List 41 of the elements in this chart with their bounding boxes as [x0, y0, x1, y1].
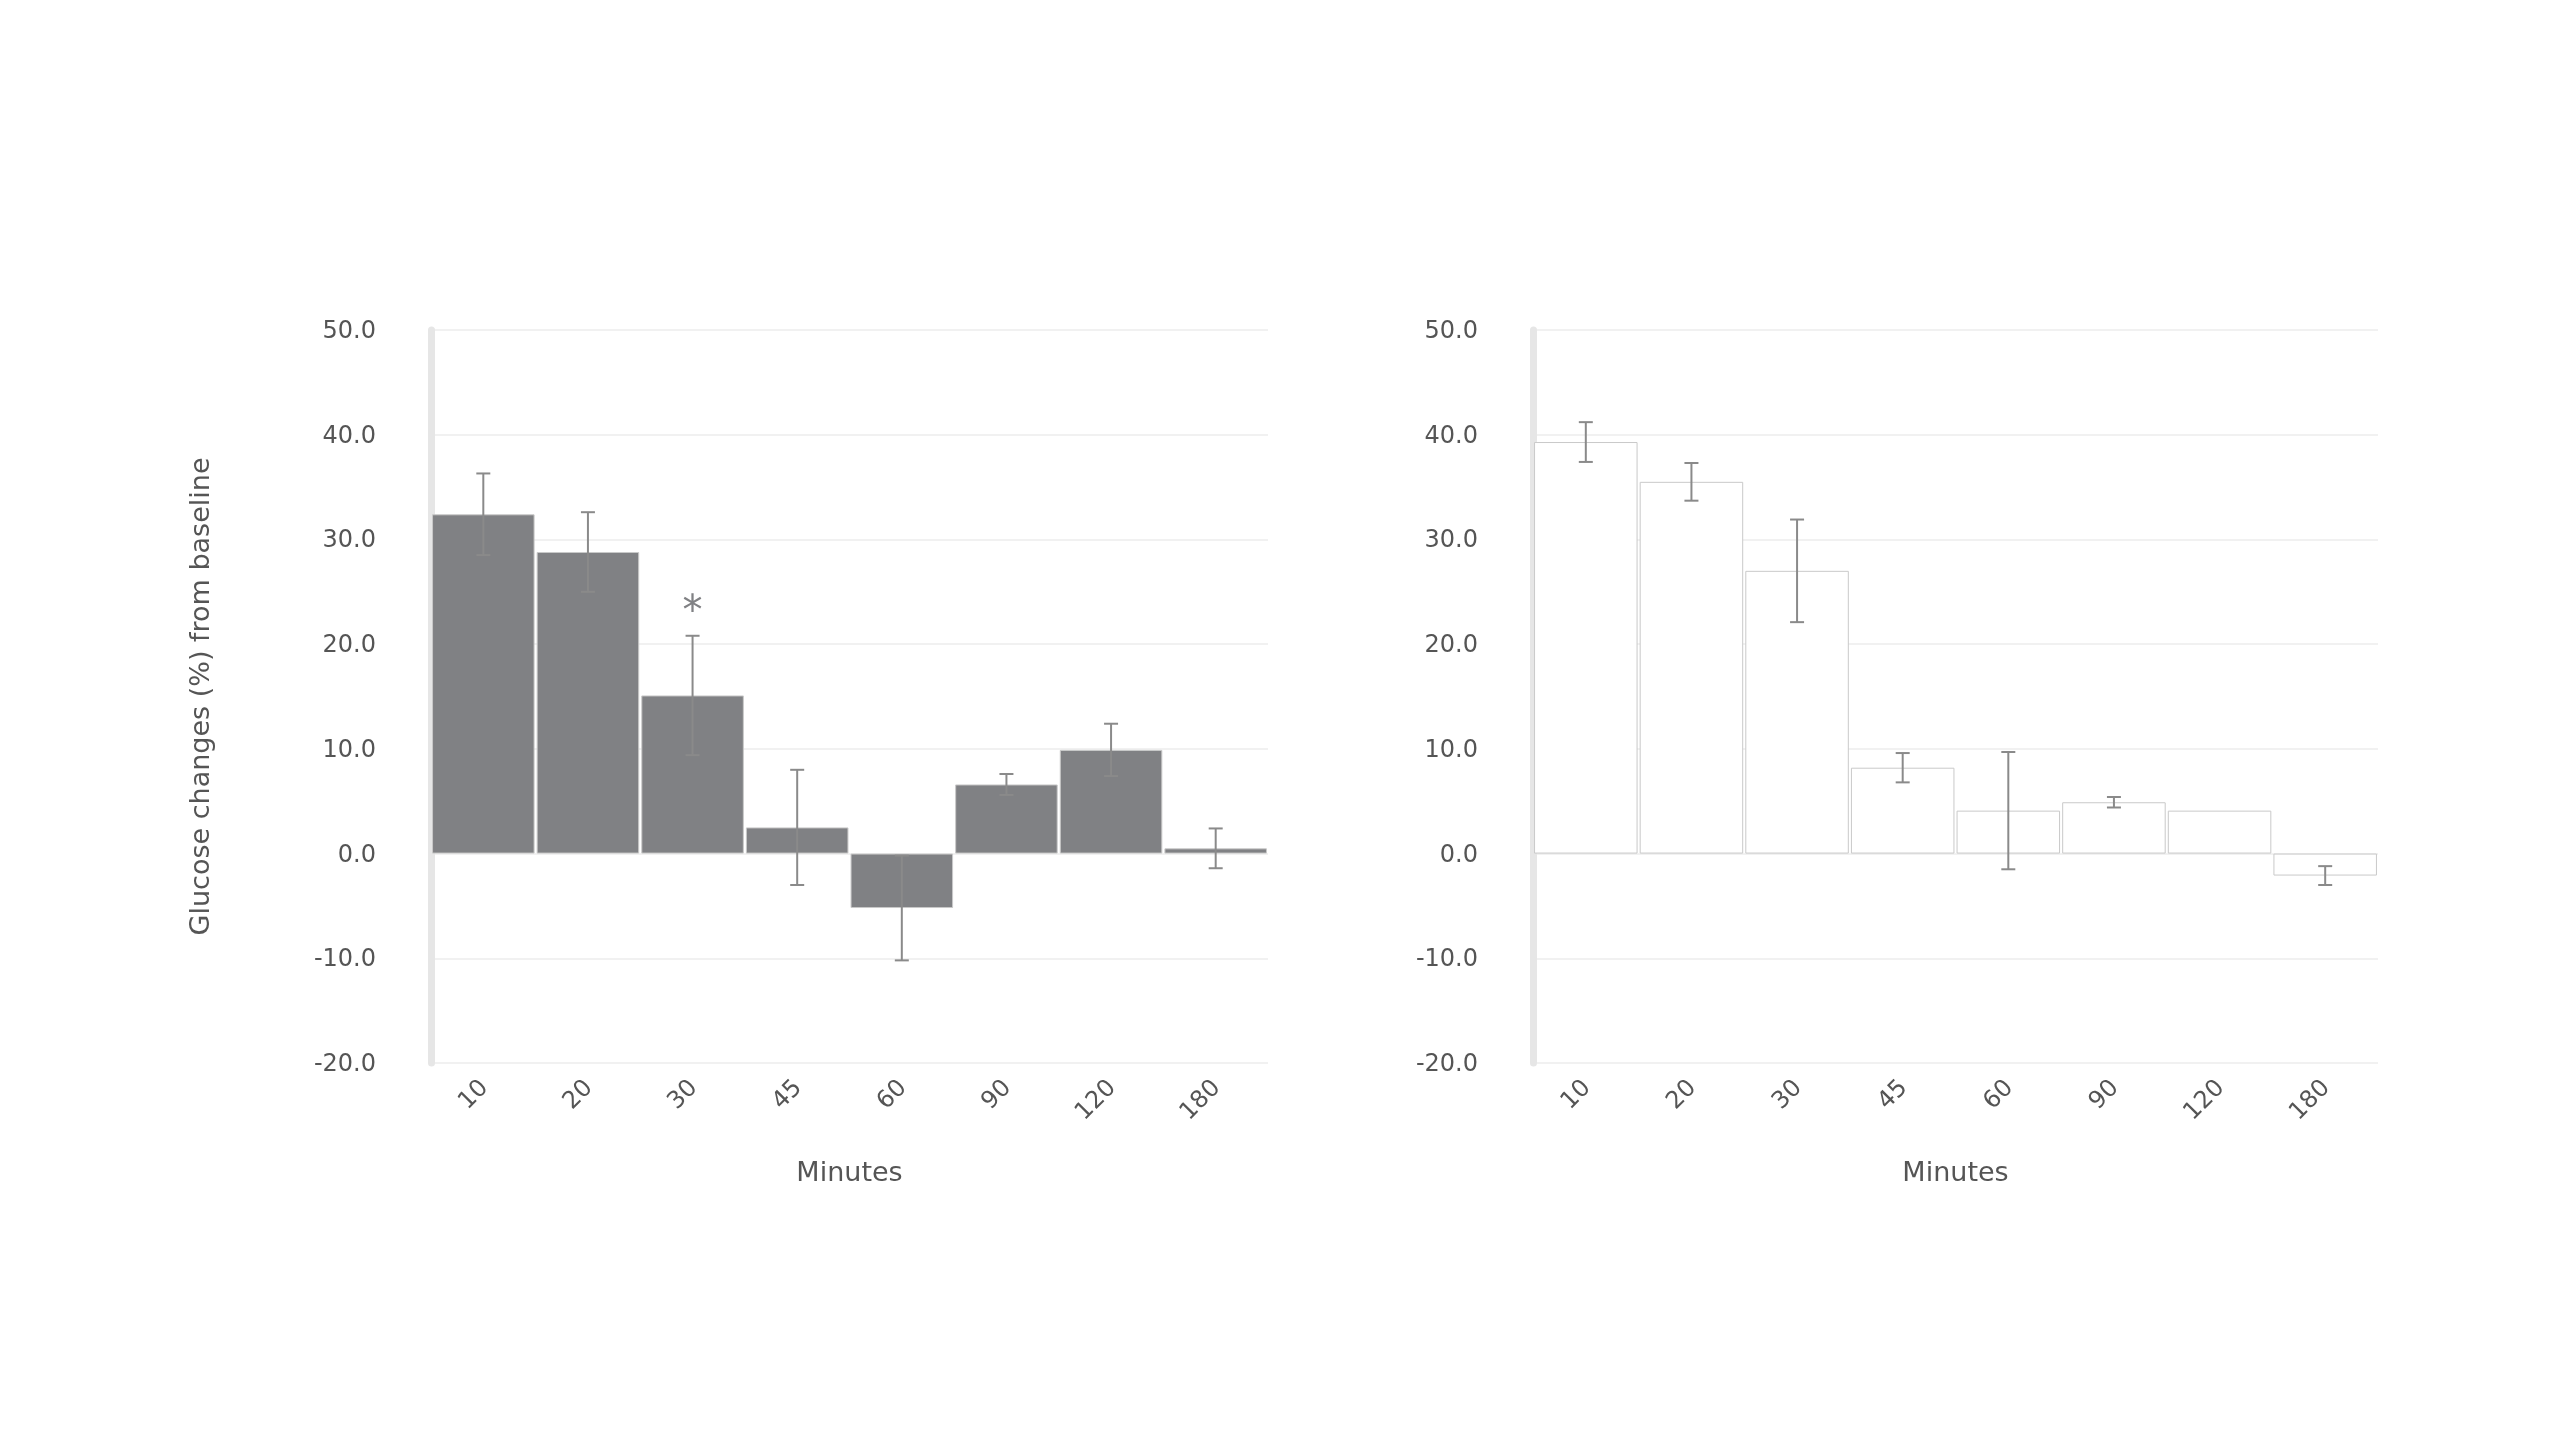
x-tick-label: 90 [974, 1073, 1017, 1115]
y-tick-label: -10.0 [313, 944, 376, 973]
x-tick-label: 20 [1659, 1073, 1702, 1115]
x-tick-label: 180 [1173, 1073, 1226, 1126]
bar [2167, 810, 2272, 854]
x-tick-label: 60 [1976, 1073, 2019, 1115]
x-axis-title: Minutes [796, 1156, 903, 1187]
y-tick-label: 40.0 [1424, 420, 1478, 449]
y-tick-label: 30.0 [322, 525, 376, 554]
y-tick-label: -10.0 [1415, 944, 1478, 973]
y-tick-label: 0.0 [337, 839, 376, 868]
y-tick-label: -20.0 [1415, 1049, 1478, 1077]
x-tick-label: 90 [2082, 1073, 2124, 1115]
x-tick-label: 10 [451, 1073, 494, 1115]
y-axis-title: Glucose changes (%) from baseline [184, 457, 215, 936]
annotation: * [682, 586, 703, 633]
y-tick-label: 30.0 [1424, 525, 1478, 554]
x-axis-title: Minutes [1902, 1156, 2009, 1187]
y-tick-label: 20.0 [322, 630, 376, 659]
x-tick-label: 30 [1765, 1073, 1807, 1115]
y-tick-label: 50.0 [1424, 316, 1478, 344]
bar [2062, 802, 2166, 854]
y-tick-label: 40.0 [322, 420, 376, 449]
y-tick-label: 20.0 [1424, 630, 1478, 659]
x-tick-label: 120 [1068, 1073, 1121, 1126]
x-tick-label: 180 [2282, 1073, 2336, 1126]
bar [1745, 570, 1849, 854]
y-tick-label: 10.0 [322, 734, 376, 763]
bar [2273, 853, 2377, 876]
bar [1639, 481, 1744, 854]
x-tick-label: 10 [1554, 1073, 1596, 1115]
x-tick-label: 60 [870, 1073, 912, 1115]
y-tick-label: -20.0 [313, 1049, 376, 1077]
x-tick-label: 45 [1871, 1073, 1913, 1115]
y-tick-label: 50.0 [322, 316, 376, 344]
x-tick-label: 120 [2177, 1073, 2230, 1126]
x-tick-label: 30 [661, 1073, 703, 1115]
y-tick-label: 10.0 [1424, 734, 1478, 763]
x-tick-label: 45 [765, 1073, 808, 1115]
y-tick-label: 0.0 [1439, 839, 1478, 868]
x-tick-label: 20 [556, 1073, 598, 1115]
